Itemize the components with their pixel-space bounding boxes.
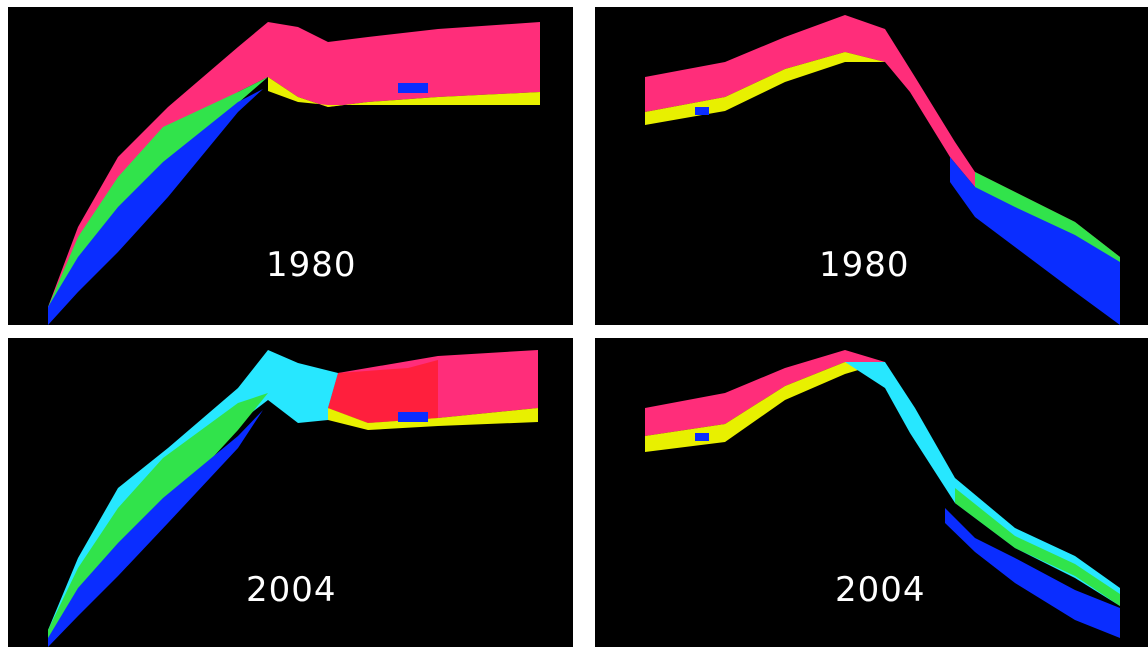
panel-2004-right: 2004 xyxy=(595,338,1148,647)
year-label: 1980 xyxy=(819,245,910,285)
stacked-flow-chart xyxy=(645,350,1120,638)
stacked-flow-chart xyxy=(645,15,1120,325)
blue-band xyxy=(950,157,1120,325)
blue-band xyxy=(48,410,263,647)
pink-band xyxy=(645,350,885,436)
yellow-band xyxy=(328,408,538,430)
green-band xyxy=(48,393,268,643)
panel-1980-right: 1980 xyxy=(595,7,1148,325)
pink-band xyxy=(645,15,1120,262)
panel-1980-left: 1980 xyxy=(8,7,573,325)
yellow-band xyxy=(268,77,540,107)
blue-block xyxy=(398,83,428,93)
panel-2004-left: 2004 xyxy=(8,338,573,647)
year-label: 2004 xyxy=(246,570,337,610)
green-band xyxy=(955,488,1120,606)
cyan-band xyxy=(48,350,338,638)
blue-band xyxy=(48,89,263,325)
year-label: 2004 xyxy=(835,570,926,610)
cyan-band xyxy=(845,362,1120,606)
blue-band xyxy=(945,508,1120,638)
stacked-flow-chart xyxy=(48,350,538,647)
blue-block xyxy=(695,433,709,441)
yellow-band xyxy=(645,362,885,452)
year-label: 1980 xyxy=(266,245,357,285)
yellow-band xyxy=(645,52,885,125)
blue-block xyxy=(398,412,428,422)
red-band xyxy=(328,360,438,423)
stacked-flow-chart xyxy=(48,22,540,325)
pink-band xyxy=(48,22,540,312)
blue-block xyxy=(695,107,709,115)
